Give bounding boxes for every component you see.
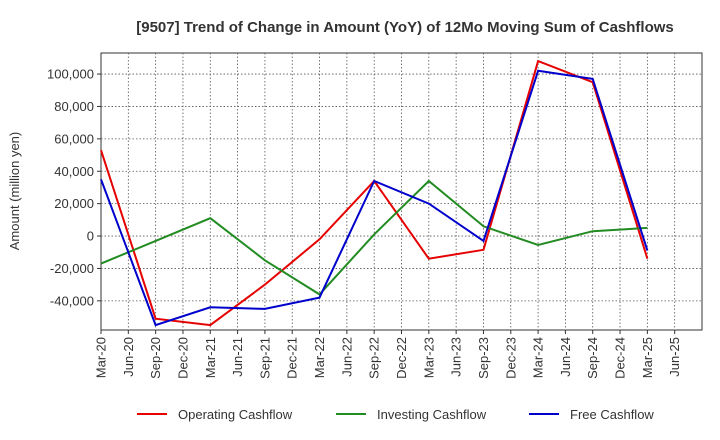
x-tick-label: Jun-23 — [449, 337, 464, 377]
x-tick-label: Sep-24 — [585, 337, 600, 379]
x-tick-label: Mar-21 — [203, 337, 218, 378]
legend-label-operating-cashflow: Operating Cashflow — [178, 407, 293, 422]
x-tick-label: Dec-20 — [175, 337, 190, 379]
x-tick-label: Mar-20 — [94, 337, 109, 378]
x-tick-label: Jun-25 — [667, 337, 682, 377]
legend-label-free-cashflow: Free Cashflow — [570, 407, 654, 422]
x-tick-label: Dec-23 — [503, 337, 518, 379]
y-tick-label: -20,000 — [50, 261, 94, 276]
x-tick-label: Mar-22 — [312, 337, 327, 378]
y-tick-label: 60,000 — [54, 131, 94, 146]
y-tick-label: 40,000 — [54, 164, 94, 179]
y-tick-label: -40,000 — [50, 293, 94, 308]
x-tick-label: Jun-24 — [558, 337, 573, 377]
y-tick-label: 0 — [87, 229, 94, 244]
series-line-investing-cashflow — [100, 179, 648, 296]
x-tick-label: Sep-21 — [257, 337, 272, 379]
x-tick-label: Jun-21 — [230, 337, 245, 377]
x-tick-label: Dec-22 — [394, 337, 409, 379]
chart-title: [9507] Trend of Change in Amount (YoY) o… — [136, 19, 674, 36]
y-tick-label: 80,000 — [54, 99, 94, 114]
legend: Operating Cashflow Investing Cashflow Free… — [137, 407, 654, 422]
legend-label-investing-cashflow: Investing Cashflow — [377, 407, 487, 422]
x-tick-label: Jun-20 — [121, 337, 136, 377]
x-tick-label: Sep-22 — [367, 337, 382, 379]
series-line-free-cashflow — [100, 69, 649, 327]
x-tick-label: Sep-20 — [148, 337, 163, 379]
x-tick-label: Mar-23 — [421, 337, 436, 378]
series-lines — [100, 59, 649, 327]
y-tick-label: 20,000 — [54, 196, 94, 211]
y-axis-ticks: -40,000 -20,000 0 20,000 40,000 60,000 80,000 1… — [47, 67, 101, 308]
x-tick-label: Sep-23 — [476, 337, 491, 379]
x-tick-label: Dec-21 — [285, 337, 300, 379]
x-tick-label: Mar-25 — [640, 337, 655, 378]
x-tick-label: Dec-24 — [613, 337, 628, 379]
x-tick-label: Mar-24 — [531, 337, 546, 378]
y-tick-label: 100,000 — [47, 67, 94, 82]
x-tick-label: Jun-22 — [339, 337, 354, 377]
grid-lines — [101, 53, 702, 330]
x-axis-ticks: Mar-20 Jun-20 Sep-20 Dec-20 Mar-21 Jun-21 Sep-… — [94, 330, 682, 379]
y-axis-label: Amount (million yen) — [7, 132, 22, 251]
